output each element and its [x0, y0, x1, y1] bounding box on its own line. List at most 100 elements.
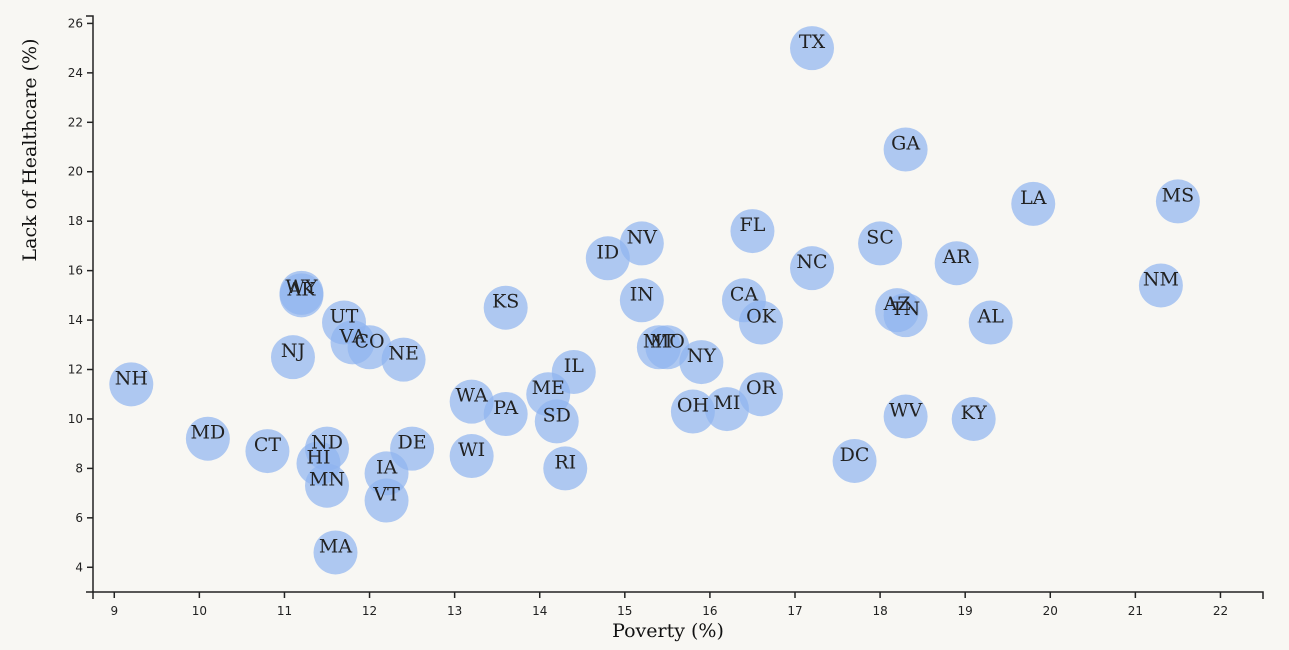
x-tick-label: 22 — [1213, 604, 1228, 618]
data-label-sd: SD — [543, 404, 571, 426]
x-axis-line — [92, 591, 1264, 599]
data-label-ma: MA — [319, 535, 352, 557]
y-tick-label: 10 — [68, 412, 83, 426]
y-tick-label: 22 — [68, 115, 83, 129]
data-label-ct: CT — [254, 434, 282, 456]
data-point-ma[interactable] — [313, 530, 358, 575]
data-point-nv[interactable] — [619, 221, 664, 266]
data-point-ok[interactable] — [738, 300, 783, 345]
data-point-ky[interactable] — [951, 396, 996, 441]
data-point-fl[interactable] — [730, 209, 775, 254]
data-label-ca: CA — [730, 283, 759, 305]
y-axis-title: Lack of Healthcare (%) — [19, 39, 41, 262]
x-tick-label: 9 — [110, 604, 118, 618]
data-point-nh[interactable] — [109, 362, 154, 407]
y-tick-label: 18 — [68, 214, 83, 228]
data-point-mo[interactable] — [645, 325, 690, 370]
y-tick-label: 4 — [75, 560, 83, 574]
data-label-me: ME — [532, 377, 565, 399]
data-point-or[interactable] — [738, 372, 783, 417]
data-label-ms: MS — [1162, 184, 1194, 206]
data-label-ri: RI — [554, 451, 576, 473]
y-tick-label: 6 — [75, 511, 83, 525]
data-label-il: IL — [564, 355, 585, 377]
data-label-mo: MO — [650, 330, 685, 352]
data-point-wa[interactable] — [449, 379, 494, 424]
data-point-md[interactable] — [185, 416, 230, 461]
data-points-layer — [109, 26, 1200, 575]
y-tick-label: 20 — [68, 165, 83, 179]
x-tick-label: 16 — [702, 604, 717, 618]
x-tick-label: 21 — [1128, 604, 1143, 618]
data-label-az: AZ — [883, 293, 911, 315]
data-label-nv: NV — [627, 226, 658, 248]
data-point-pa[interactable] — [483, 392, 528, 437]
data-point-ar[interactable] — [934, 241, 979, 286]
data-label-ok: OK — [746, 306, 777, 328]
y-tick-label: 12 — [68, 363, 83, 377]
data-label-mi: MI — [713, 392, 740, 414]
x-tick-label: 20 — [1043, 604, 1058, 618]
x-axis: 9 10 11 12 13 14 15 16 17 18 19 20 21 22 — [92, 591, 1264, 618]
x-tick-label: 12 — [362, 604, 377, 618]
data-label-de: DE — [398, 432, 427, 454]
data-point-sd[interactable] — [534, 399, 579, 444]
x-tick-label: 15 — [617, 604, 632, 618]
data-point-ks[interactable] — [483, 285, 528, 330]
data-point-al[interactable] — [968, 300, 1013, 345]
data-point-in[interactable] — [619, 278, 664, 323]
data-label-ky: KY — [961, 402, 988, 424]
data-label-ny: NY — [687, 345, 717, 367]
data-label-al: AL — [977, 306, 1005, 328]
data-point-ne[interactable] — [381, 337, 426, 382]
data-point-mi[interactable] — [704, 387, 749, 432]
data-label-mn: MN — [309, 469, 345, 491]
data-point-ny[interactable] — [679, 340, 724, 385]
data-label-sc: SC — [866, 226, 894, 248]
x-tick-label: 10 — [192, 604, 207, 618]
data-point-id[interactable] — [585, 236, 630, 281]
data-point-tn[interactable] — [883, 293, 928, 338]
data-label-la: LA — [1020, 187, 1047, 209]
data-point-wi[interactable] — [449, 434, 494, 479]
data-point-oh[interactable] — [670, 389, 715, 434]
data-label-nj: NJ — [281, 340, 305, 362]
data-label-ak: AK — [287, 278, 317, 300]
data-label-vt: VT — [372, 484, 400, 506]
data-point-tx[interactable] — [790, 26, 835, 71]
data-label-va: VA — [338, 325, 365, 347]
data-point-ct[interactable] — [245, 429, 290, 474]
data-label-mt: MT — [643, 330, 675, 352]
data-point-sc[interactable] — [858, 221, 903, 266]
data-label-dc: DC — [840, 444, 870, 466]
data-label-md: MD — [191, 422, 226, 444]
data-point-nj[interactable] — [270, 335, 315, 380]
y-tick-label: 24 — [68, 66, 83, 80]
data-label-oh: OH — [677, 395, 709, 417]
y-tick-label: 8 — [75, 461, 83, 475]
x-tick-label: 18 — [872, 604, 887, 618]
data-point-ga[interactable] — [883, 127, 928, 172]
data-point-ak[interactable] — [279, 273, 324, 318]
data-label-in: IN — [630, 283, 654, 305]
data-point-co[interactable] — [347, 325, 392, 370]
data-point-wv[interactable] — [883, 394, 928, 439]
x-tick-label: 14 — [532, 604, 547, 618]
data-label-fl: FL — [740, 214, 766, 236]
data-label-nm: NM — [1143, 268, 1179, 290]
data-point-ri[interactable] — [543, 446, 588, 491]
data-label-or: OR — [746, 377, 777, 399]
data-label-hi: HI — [306, 446, 330, 468]
data-label-ga: GA — [891, 132, 920, 154]
y-tick-label: 26 — [68, 16, 83, 30]
data-point-la[interactable] — [1011, 181, 1056, 226]
data-point-ms[interactable] — [1155, 179, 1200, 224]
data-point-nm[interactable] — [1138, 263, 1183, 308]
data-point-nc[interactable] — [790, 246, 835, 291]
data-point-dc[interactable] — [832, 438, 877, 483]
data-point-vt[interactable] — [364, 478, 409, 523]
data-label-wi: WI — [458, 439, 485, 461]
data-label-id: ID — [596, 241, 619, 263]
data-point-mn[interactable] — [305, 463, 349, 508]
